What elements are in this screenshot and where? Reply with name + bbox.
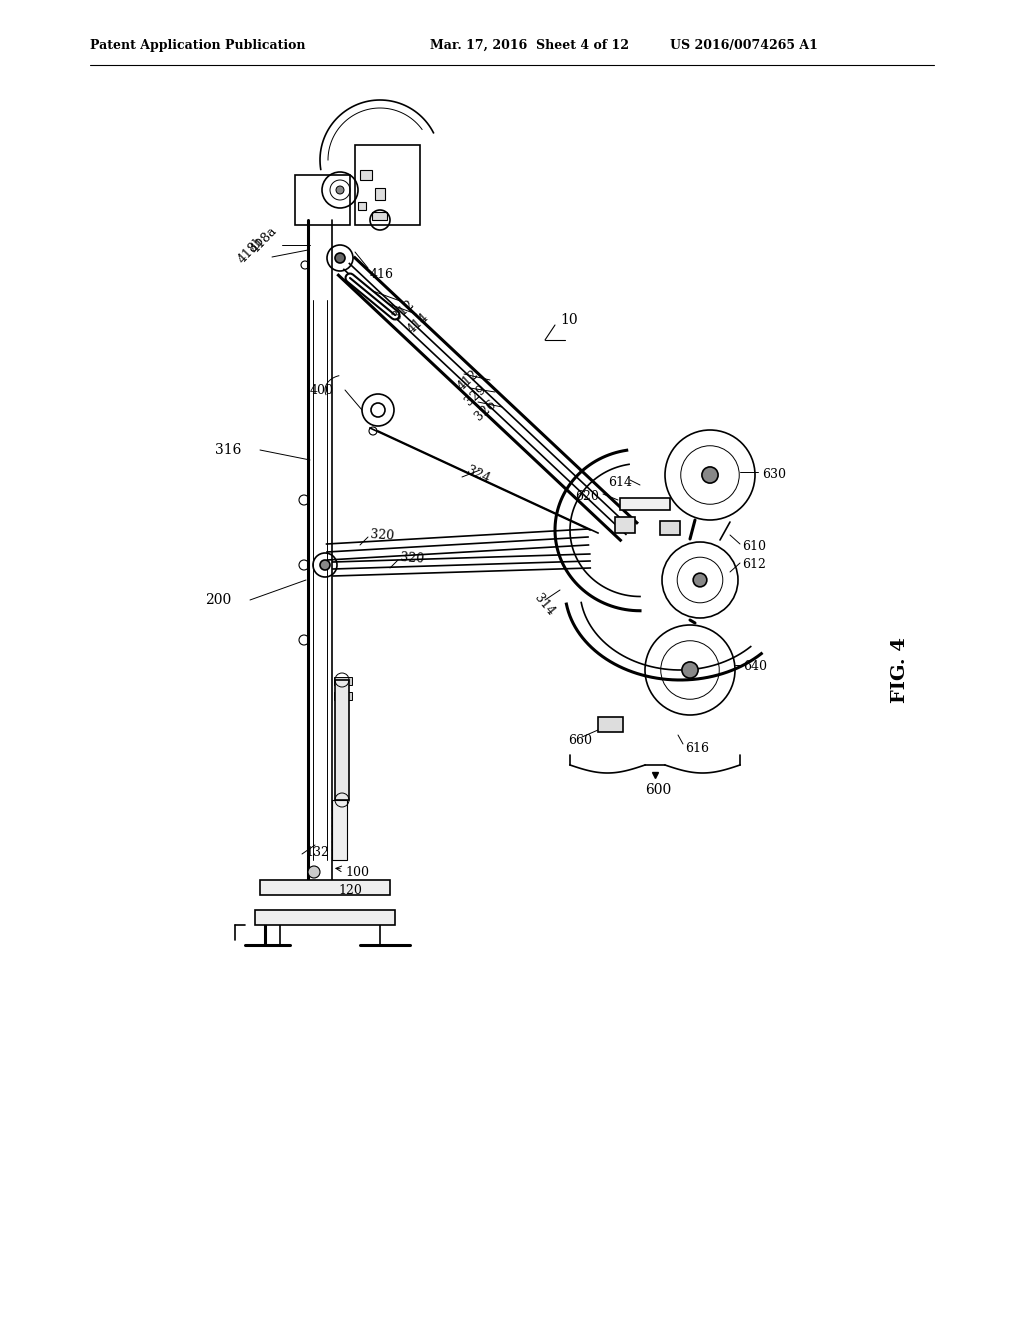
Bar	[598, 717, 623, 733]
Circle shape	[319, 560, 330, 570]
Bar	[355, 145, 420, 224]
Text: 418b: 418b	[234, 234, 266, 267]
Circle shape	[336, 186, 344, 194]
Bar	[255, 909, 395, 925]
Text: 630: 630	[762, 469, 786, 482]
Text: 418a: 418a	[248, 224, 280, 256]
Text: 326: 326	[472, 397, 499, 422]
Circle shape	[335, 253, 345, 263]
Bar	[334, 677, 352, 685]
Text: 612: 612	[742, 558, 766, 572]
Text: 132: 132	[305, 846, 329, 858]
Text: 316: 316	[215, 444, 242, 457]
Text: 616: 616	[685, 742, 709, 755]
Text: 412: 412	[455, 367, 481, 393]
Text: US 2016/0074265 A1: US 2016/0074265 A1	[670, 38, 818, 51]
Text: 320: 320	[370, 528, 394, 543]
Bar	[372, 213, 387, 220]
Text: 10: 10	[560, 313, 578, 327]
Text: 660: 660	[568, 734, 592, 747]
Bar	[334, 692, 352, 700]
Text: 416: 416	[370, 268, 394, 281]
Text: 320: 320	[400, 550, 425, 565]
Bar	[375, 187, 385, 201]
Bar	[358, 202, 366, 210]
Bar	[335, 680, 349, 800]
Text: 640: 640	[743, 660, 767, 673]
Bar	[332, 800, 347, 861]
Circle shape	[693, 573, 707, 587]
Bar	[615, 517, 635, 533]
Text: 614: 614	[608, 475, 632, 488]
Text: 100: 100	[345, 866, 369, 879]
Bar	[660, 521, 680, 535]
Text: Mar. 17, 2016  Sheet 4 of 12: Mar. 17, 2016 Sheet 4 of 12	[430, 38, 629, 51]
Bar	[295, 176, 350, 224]
Bar	[360, 170, 372, 180]
Text: 314: 314	[532, 591, 557, 618]
Text: Patent Application Publication: Patent Application Publication	[90, 38, 305, 51]
Text: 610: 610	[742, 540, 766, 553]
Text: 620: 620	[575, 491, 599, 503]
Bar	[620, 498, 670, 510]
Text: 414: 414	[406, 310, 431, 335]
Text: 400: 400	[310, 384, 334, 396]
Text: 324: 324	[465, 465, 493, 486]
Text: 312: 312	[390, 297, 417, 323]
Text: 120: 120	[338, 883, 361, 896]
Text: 600: 600	[645, 783, 672, 797]
Text: 200: 200	[205, 593, 231, 607]
Circle shape	[682, 661, 698, 678]
Text: FIG. 4: FIG. 4	[891, 638, 909, 704]
Text: 329: 329	[462, 383, 488, 408]
Bar	[260, 880, 390, 895]
Circle shape	[308, 866, 319, 878]
Circle shape	[701, 467, 718, 483]
